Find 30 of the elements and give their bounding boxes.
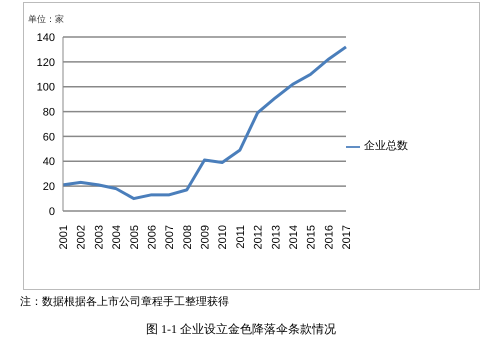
- x-tick-label: 2011: [234, 225, 247, 249]
- y-axis-title: 单位：家: [28, 13, 64, 26]
- y-tick-label: 120: [36, 56, 55, 69]
- y-tick-label: 100: [36, 82, 55, 94]
- legend-label: 企业总数: [364, 140, 408, 152]
- x-tick-label: 2013: [270, 225, 282, 250]
- x-tick-label: 2010: [217, 225, 230, 250]
- y-tick-label: 0: [48, 206, 55, 218]
- x-tick-label: 2007: [164, 225, 176, 250]
- line-series: [62, 45, 348, 200]
- x-tick-label: 2006: [146, 225, 158, 250]
- x-tick-label: 2014: [288, 225, 300, 250]
- x-tick-label: 2016: [323, 225, 336, 250]
- x-tick-label: 2015: [306, 225, 318, 250]
- y-tick-label: 140: [36, 32, 55, 44]
- y-tick-label: 60: [42, 131, 55, 144]
- x-tick-label: 2008: [182, 225, 194, 250]
- x-tick-label: 2002: [76, 225, 88, 250]
- text: 图 1-1 企业设立金色降落伞条款情况: [145, 321, 337, 338]
- x-tick-label: 2001: [58, 225, 70, 250]
- x-tick-label: 2012: [252, 225, 265, 250]
- x-tick-label: 2005: [128, 225, 141, 250]
- text: 注：数据根据各上市公司章程手工整理获得: [20, 294, 229, 309]
- x-tick-label: 2003: [93, 225, 106, 250]
- x-tick-label: 2004: [111, 225, 124, 250]
- y-tick-label: 80: [42, 106, 55, 118]
- y-tick-label: 40: [42, 156, 55, 168]
- y-tick-label: 20: [42, 181, 55, 194]
- x-tick-label: 2009: [200, 225, 212, 250]
- x-tick-label: 2017: [341, 225, 353, 250]
